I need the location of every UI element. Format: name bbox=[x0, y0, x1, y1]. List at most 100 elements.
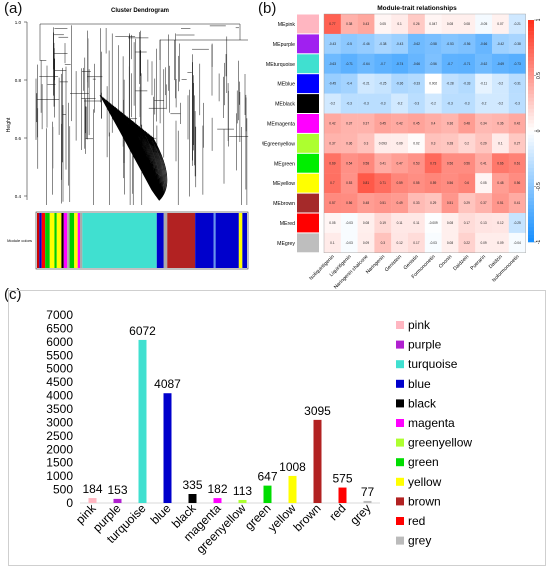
legend-gradient-step bbox=[528, 101, 534, 106]
heatmap-cell-value: -0.66 bbox=[480, 42, 487, 46]
module-label: MEgreen bbox=[274, 161, 295, 167]
bar-value-label: 184 bbox=[82, 482, 102, 496]
heatmap-cell-value: 0.54 bbox=[346, 161, 352, 165]
legend-gradient-step bbox=[528, 208, 534, 213]
legend-gradient-step bbox=[528, 190, 534, 195]
bar-blue bbox=[163, 393, 172, 503]
heatmap-cell-value: 0.36 bbox=[447, 121, 453, 125]
heatmap-cell-value: 0.08 bbox=[447, 221, 453, 225]
legend-swatch-purple bbox=[396, 340, 404, 349]
legend-gradient-step bbox=[528, 234, 534, 239]
legend-swatch-greenyellow bbox=[396, 438, 404, 447]
bar-ytick-label: 6000 bbox=[46, 335, 73, 349]
legend-gradient-step bbox=[528, 27, 534, 32]
module-color-swatch bbox=[297, 74, 319, 94]
module-label: MEred bbox=[280, 221, 295, 227]
heatmap-cell bbox=[391, 213, 409, 234]
heatmap-cell-value: -0.2 bbox=[430, 102, 436, 106]
heatmap-cell-value: -0.3 bbox=[363, 102, 369, 106]
heatmap-cell bbox=[357, 153, 375, 174]
heatmap-cell-value: 0.08 bbox=[363, 221, 369, 225]
legend-gradient-step bbox=[528, 216, 534, 221]
heatmap-cell-value: 0.3 bbox=[364, 141, 369, 145]
heatmap-cell-value: -0.03 bbox=[346, 221, 353, 225]
module-color-segment bbox=[163, 213, 168, 268]
heatmap-cell bbox=[391, 73, 409, 94]
heatmap-cell bbox=[324, 33, 341, 54]
legend-label: grey bbox=[408, 534, 431, 548]
bar-category-label: red bbox=[326, 501, 348, 523]
heatmap-cell bbox=[408, 113, 425, 134]
heatmap-cell bbox=[424, 173, 442, 194]
heatmap-cell-value: 0.36 bbox=[497, 121, 503, 125]
heatmap-cell-value: -0.66 bbox=[413, 62, 420, 66]
heatmap-cell bbox=[408, 133, 425, 154]
heatmap-cell bbox=[441, 33, 459, 54]
bar-value-label: 3095 bbox=[304, 404, 331, 418]
heatmap-cell bbox=[424, 113, 442, 134]
heatmap-cell-value: -0.69 bbox=[497, 62, 504, 66]
heatmap-cell bbox=[340, 193, 358, 214]
legend-label: blue bbox=[408, 377, 431, 391]
module-label: MEgrey bbox=[277, 241, 295, 247]
bar-ytick-label: 2500 bbox=[46, 429, 73, 443]
heatmap-cell-value: 0.05 bbox=[380, 22, 386, 26]
heatmap-cell-value: -0.2 bbox=[498, 82, 504, 86]
heatmap-cell bbox=[374, 153, 392, 174]
legend-gradient-step bbox=[528, 86, 534, 91]
heatmap-cell-value: 0.81 bbox=[363, 181, 369, 185]
module-color-segment bbox=[80, 213, 83, 268]
heatmap-cell-value: -0.53 bbox=[446, 42, 453, 46]
heatmap-cell bbox=[492, 133, 509, 154]
heatmap-cell bbox=[424, 193, 442, 214]
legend-gradient-step bbox=[528, 68, 534, 73]
heatmap-cell-value: 0.093 bbox=[379, 141, 387, 145]
heatmap-cell bbox=[441, 153, 459, 174]
legend-label: magenta bbox=[408, 416, 455, 430]
heatmap-cell-value: -0.56 bbox=[430, 62, 437, 66]
module-color-segment bbox=[82, 213, 157, 268]
heatmap-cell-value: 0.3 bbox=[431, 141, 436, 145]
heatmap-cell bbox=[374, 193, 392, 214]
heatmap-cell bbox=[357, 93, 375, 114]
heatmap-cell bbox=[357, 73, 375, 94]
trait-label: Ononin bbox=[438, 254, 454, 270]
bar-ytick-label: 1500 bbox=[46, 456, 73, 470]
module-color-swatch bbox=[297, 193, 319, 213]
heatmap-cell-value: 0.41 bbox=[380, 161, 386, 165]
heatmap-cell bbox=[508, 93, 526, 114]
bar-value-label: 77 bbox=[361, 485, 375, 499]
heatmap-cell bbox=[458, 193, 476, 214]
bar-greenyellow bbox=[238, 499, 247, 503]
legend-gradient-step bbox=[528, 116, 534, 121]
module-color-segment bbox=[67, 213, 70, 268]
heatmap-cell-value: 0.19 bbox=[380, 221, 386, 225]
heatmap-cell bbox=[391, 113, 409, 134]
heatmap-cell-value: -0.05 bbox=[480, 22, 487, 26]
heatmap-cell bbox=[340, 173, 358, 194]
heatmap-cell bbox=[441, 232, 459, 253]
heatmap-cell-value: 0.51 bbox=[380, 201, 386, 205]
heatmap-cell-value: 0.047 bbox=[429, 22, 437, 26]
heatmap-cell-value: -0.03 bbox=[430, 241, 437, 245]
heatmap-cell bbox=[357, 133, 375, 154]
bar-brown bbox=[313, 419, 322, 503]
heatmap-cell bbox=[324, 153, 341, 174]
heatmap-cell bbox=[324, 232, 341, 253]
heatmap-cell-value: -0.73 bbox=[514, 62, 521, 66]
heatmap-cell-value: 0.12 bbox=[396, 241, 402, 245]
heatmap-cell bbox=[441, 193, 459, 214]
module-label: MEbrown bbox=[273, 201, 295, 207]
legend-gradient-step bbox=[528, 138, 534, 143]
heatmap-cell bbox=[475, 153, 493, 174]
heatmap-cell-value: 0.08 bbox=[447, 22, 453, 26]
module-color-swatch bbox=[297, 114, 319, 133]
heatmap-cell bbox=[441, 93, 459, 114]
module-label: MEblack bbox=[275, 102, 295, 108]
heatmap-cell bbox=[374, 113, 392, 134]
heatmap-cell bbox=[357, 53, 375, 74]
legend-gradient-step bbox=[528, 179, 534, 184]
heatmap-cell bbox=[357, 213, 375, 234]
heatmap-cell-value: 0.02 bbox=[413, 141, 419, 145]
module-color-segment bbox=[39, 213, 42, 268]
